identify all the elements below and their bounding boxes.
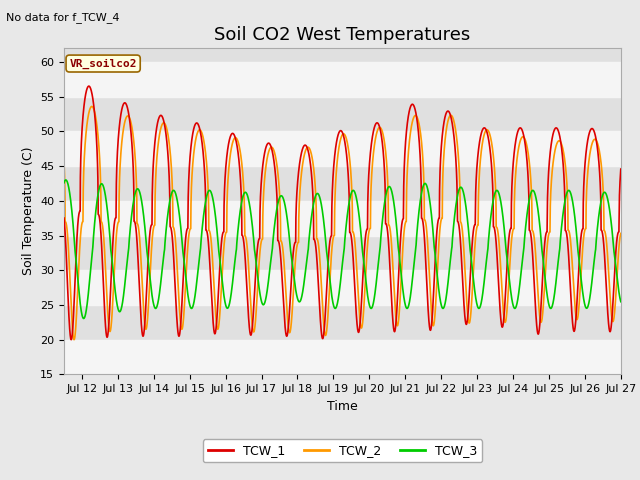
Bar [64, 201, 621, 236]
TCW_1 [161, 127, 169, 132]
Y-axis label: Soil Temperature (C): Soil Temperature (C) [22, 147, 35, 276]
TCW_3 [394, 244, 402, 250]
TCW_1 [394, 282, 402, 288]
Line: TCW_3: TCW_3 [64, 180, 621, 319]
TCW_3 [273, 205, 281, 211]
TCW_1 [422, 271, 430, 277]
TCW_1 [617, 166, 625, 172]
TCW_1 [273, 194, 281, 200]
TCW_2 [60, 158, 68, 164]
TCW_3 [422, 182, 430, 188]
TCW_2 [518, 134, 526, 140]
Bar [64, 340, 621, 374]
TCW_3 [161, 235, 169, 241]
TCW_3 [617, 299, 625, 305]
Bar [64, 132, 621, 166]
TCW_2 [273, 163, 281, 168]
TCW_3 [80, 316, 88, 322]
X-axis label: Time: Time [327, 400, 358, 413]
Text: No data for f_TCW_4: No data for f_TCW_4 [6, 12, 120, 23]
TCW_3 [476, 305, 483, 311]
TCW_2 [422, 224, 430, 230]
TCW_2 [476, 166, 483, 172]
TCW_2 [394, 321, 402, 326]
Bar [64, 62, 621, 96]
Title: Soil CO2 West Temperatures: Soil CO2 West Temperatures [214, 25, 470, 44]
Text: VR_soilco2: VR_soilco2 [69, 59, 137, 69]
TCW_3 [62, 177, 70, 183]
Line: TCW_1: TCW_1 [64, 86, 621, 340]
TCW_2 [617, 230, 625, 236]
TCW_1 [60, 215, 68, 221]
TCW_2 [161, 122, 169, 128]
TCW_2 [88, 104, 96, 109]
TCW_1 [518, 127, 526, 133]
TCW_1 [476, 138, 483, 144]
TCW_3 [518, 261, 526, 267]
Legend: TCW_1, TCW_2, TCW_3: TCW_1, TCW_2, TCW_3 [203, 439, 482, 462]
Line: TCW_2: TCW_2 [64, 107, 621, 340]
TCW_1 [85, 83, 93, 89]
Bar [64, 270, 621, 305]
TCW_1 [67, 337, 75, 343]
TCW_3 [60, 180, 68, 186]
TCW_2 [70, 337, 78, 343]
